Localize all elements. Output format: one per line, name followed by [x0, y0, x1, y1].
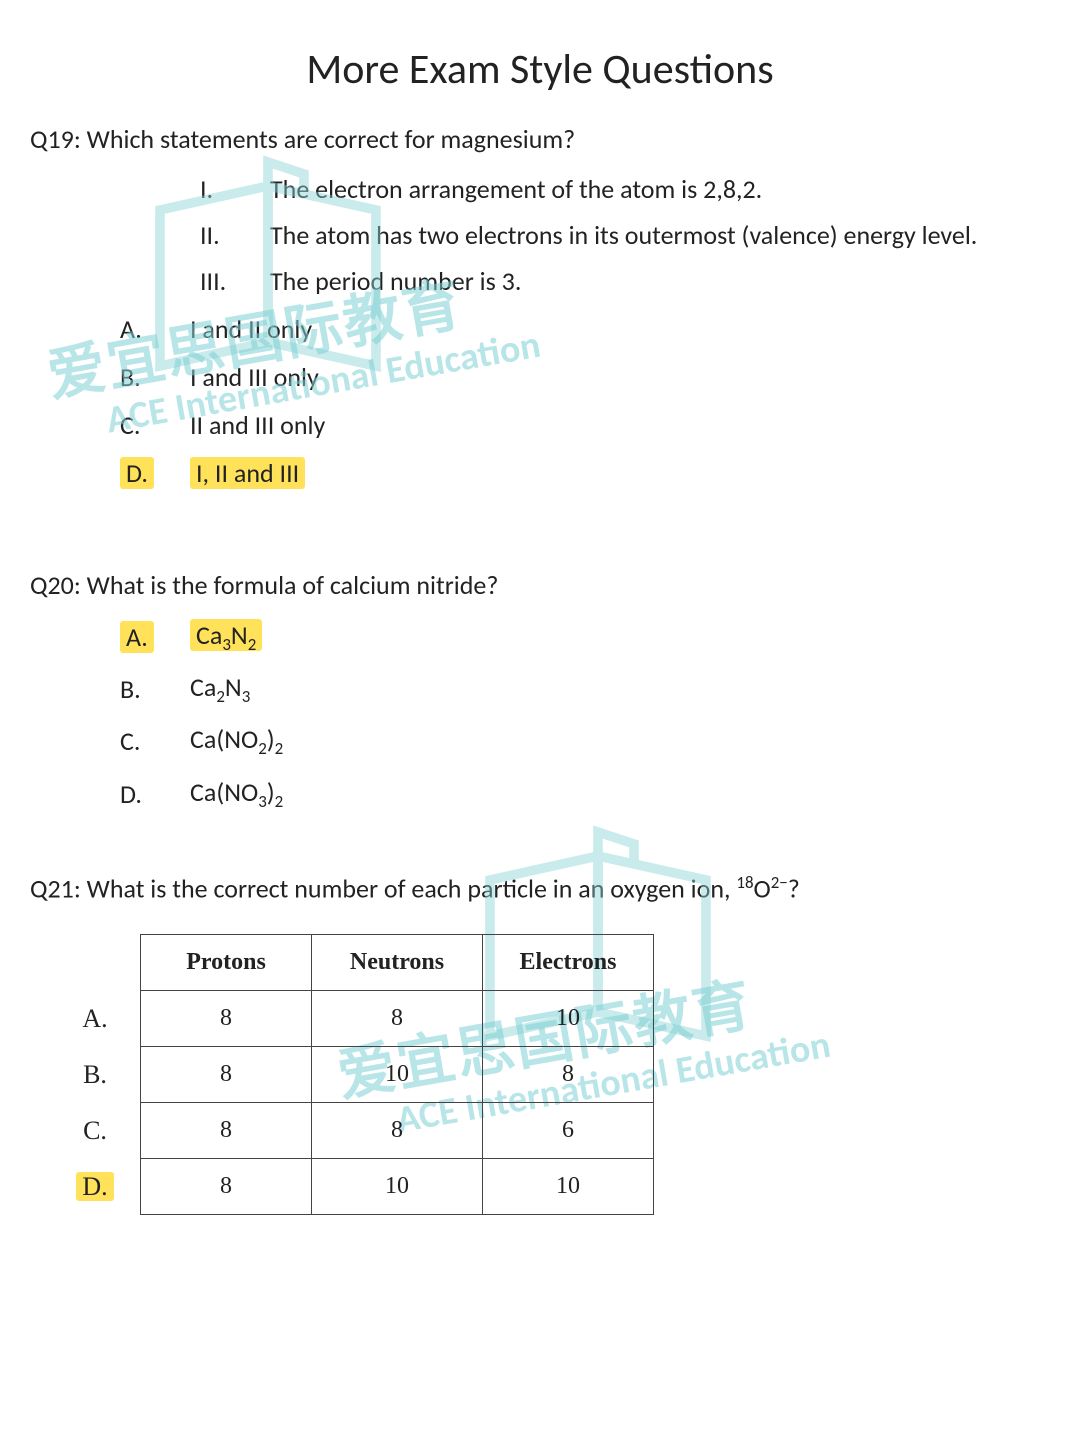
roman-text: The atom has two electrons in its outerm…: [270, 219, 977, 251]
choice-row: D.I, II and III: [120, 457, 1080, 489]
table-cell: 8: [483, 1047, 654, 1103]
choice-formula: Ca(NO3)2: [190, 776, 283, 812]
choice-row: A.Ca3N2: [120, 619, 1080, 655]
table-cell: 8: [141, 1159, 312, 1215]
table-cell: 8: [312, 991, 483, 1047]
q20-prompt: Q20: What is the formula of calcium nitr…: [30, 569, 1080, 601]
roman-statement: II.The atom has two electrons in its out…: [200, 219, 1080, 251]
roman-text: The electron arrangement of the atom is …: [270, 173, 762, 205]
choice-row: C.Ca(NO2)2: [120, 723, 1080, 759]
choice-letter: B.: [120, 361, 190, 393]
roman-statement: I.The electron arrangement of the atom i…: [200, 173, 1080, 205]
choice-text: II and III only: [190, 409, 325, 441]
table-row: 81010: [141, 1159, 654, 1215]
choice-text: I and III only: [190, 361, 319, 393]
page: 爱宜思国际教育 ACE International Education 爱宜思国…: [0, 0, 1080, 1448]
q19-romans: I.The electron arrangement of the atom i…: [200, 173, 1080, 297]
table-header: Neutrons: [312, 935, 483, 991]
roman-numeral: III.: [200, 265, 270, 297]
roman-text: The period number is 3.: [270, 265, 521, 297]
roman-statement: III.The period number is 3.: [200, 265, 1080, 297]
choice-letter: D.: [120, 778, 190, 810]
q19-choices: A.I and II onlyB.I and III onlyC.II and …: [120, 313, 1080, 489]
choice-letter: D.: [120, 457, 190, 489]
choice-row: B.I and III only: [120, 361, 1080, 393]
choice-letter: A.: [120, 621, 190, 653]
q21-prompt: Q21: What is the correct number of each …: [30, 872, 1080, 905]
table-row: 886: [141, 1103, 654, 1159]
choice-letter: C.: [120, 409, 190, 441]
page-title: More Exam Style Questions: [0, 44, 1080, 95]
choice-formula: Ca3N2: [190, 619, 262, 655]
choice-text: I and II only: [190, 313, 312, 345]
choice-row: B.Ca2N3: [120, 671, 1080, 707]
choice-row: C.II and III only: [120, 409, 1080, 441]
table-row-letter: B.: [70, 1060, 120, 1090]
table-cell: 8: [312, 1103, 483, 1159]
table-cell: 10: [483, 991, 654, 1047]
q20-choices: A.Ca3N2B.Ca2N3C.Ca(NO2)2D.Ca(NO3)2: [120, 619, 1080, 812]
table-cell: 8: [141, 991, 312, 1047]
roman-numeral: II.: [200, 219, 270, 251]
table-row: 8810: [141, 991, 654, 1047]
choice-row: A.I and II only: [120, 313, 1080, 345]
q21-table-wrap: ProtonsNeutronsElectrons8810810888681010…: [80, 934, 1080, 1215]
q19-prompt: Q19: Which statements are correct for ma…: [30, 123, 1080, 155]
table-cell: 6: [483, 1103, 654, 1159]
table-cell: 10: [312, 1047, 483, 1103]
table-cell: 8: [141, 1103, 312, 1159]
table-row-letter: D.: [70, 1172, 120, 1202]
table-row-letter: C.: [70, 1116, 120, 1146]
roman-numeral: I.: [200, 173, 270, 205]
choice-text: I, II and III: [190, 457, 305, 489]
choice-formula: Ca2N3: [190, 671, 250, 707]
table-cell: 10: [483, 1159, 654, 1215]
choice-row: D.Ca(NO3)2: [120, 776, 1080, 812]
table-row: 8108: [141, 1047, 654, 1103]
table-header: Protons: [141, 935, 312, 991]
choice-formula: Ca(NO2)2: [190, 723, 283, 759]
table-row-letter: A.: [70, 1004, 120, 1034]
choice-letter: A.: [120, 313, 190, 345]
choice-letter: C.: [120, 725, 190, 757]
q21-table: ProtonsNeutronsElectrons8810810888681010: [140, 934, 654, 1215]
table-header: Electrons: [483, 935, 654, 991]
table-cell: 10: [312, 1159, 483, 1215]
choice-letter: B.: [120, 673, 190, 705]
table-cell: 8: [141, 1047, 312, 1103]
